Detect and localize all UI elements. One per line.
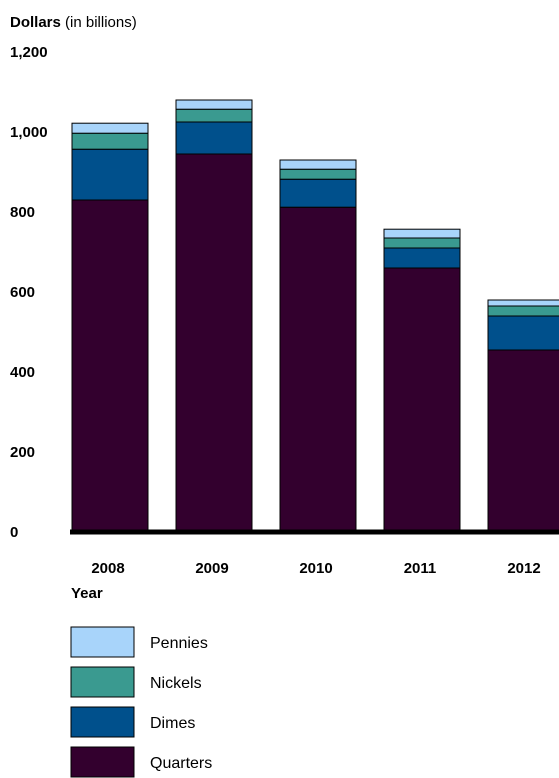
bar-segment-dimes-2012	[487, 315, 559, 351]
legend-swatch-pennies	[70, 626, 135, 658]
bar-segment-nickels-2010	[279, 168, 357, 180]
bar-segment-quarters-2008	[71, 199, 149, 533]
y-tick-label: 800	[10, 204, 35, 221]
x-tick-label: 2008	[91, 560, 124, 577]
y-axis-title-unit: (in billions)	[61, 14, 137, 31]
bar-segment-quarters-2010	[279, 206, 357, 533]
y-tick-label: 0	[10, 524, 18, 541]
y-tick-label: 1,200	[10, 44, 48, 61]
x-axis-ticks: 2008 2009 2010 2011 2012	[91, 560, 540, 577]
legend-swatch-quarters	[70, 746, 135, 778]
legend-label-nickels: Nickels	[150, 675, 202, 692]
x-axis-title: Year	[71, 585, 103, 602]
legend: Pennies Nickels Dimes Quarters	[70, 626, 212, 778]
legend-label-dimes: Dimes	[150, 715, 195, 732]
bar-segment-nickels-2011	[383, 237, 461, 249]
bar-segment-pennies-2008	[71, 122, 149, 134]
bar-segment-pennies-2012	[487, 299, 559, 307]
y-axis-ticks: 0 200 400 600 800 1,000 1,200	[10, 44, 48, 541]
x-tick-label: 2009	[195, 560, 228, 577]
bar-segment-quarters-2011	[383, 267, 461, 533]
y-tick-label: 600	[10, 284, 35, 301]
bar-segment-pennies-2009	[175, 99, 253, 110]
y-axis-title-bold: Dollars	[10, 14, 61, 31]
bar-segment-quarters-2009	[175, 153, 253, 533]
bar-segment-nickels-2012	[487, 305, 559, 317]
y-tick-label: 400	[10, 364, 35, 381]
bar-segment-pennies-2011	[383, 228, 461, 239]
x-tick-label: 2011	[404, 560, 437, 577]
bar-segment-dimes-2009	[175, 121, 253, 155]
x-tick-label: 2012	[507, 560, 540, 577]
bars	[71, 99, 559, 533]
legend-label-pennies: Pennies	[150, 635, 208, 652]
y-axis-title: Dollars (in billions)	[10, 14, 137, 31]
bar-segment-nickels-2008	[71, 132, 149, 150]
legend-swatch-nickels	[70, 666, 135, 698]
bar-segment-dimes-2008	[71, 148, 149, 201]
legend-swatch-dimes	[70, 706, 135, 738]
bar-segment-dimes-2010	[279, 178, 357, 208]
x-tick-label: 2010	[299, 560, 332, 577]
y-tick-label: 200	[10, 444, 35, 461]
bar-segment-pennies-2010	[279, 159, 357, 170]
bar-segment-quarters-2012	[487, 349, 559, 533]
y-tick-label: 1,000	[10, 124, 48, 141]
legend-label-quarters: Quarters	[150, 755, 212, 772]
bar-segment-dimes-2011	[383, 247, 461, 269]
bar-segment-nickels-2009	[175, 108, 253, 123]
